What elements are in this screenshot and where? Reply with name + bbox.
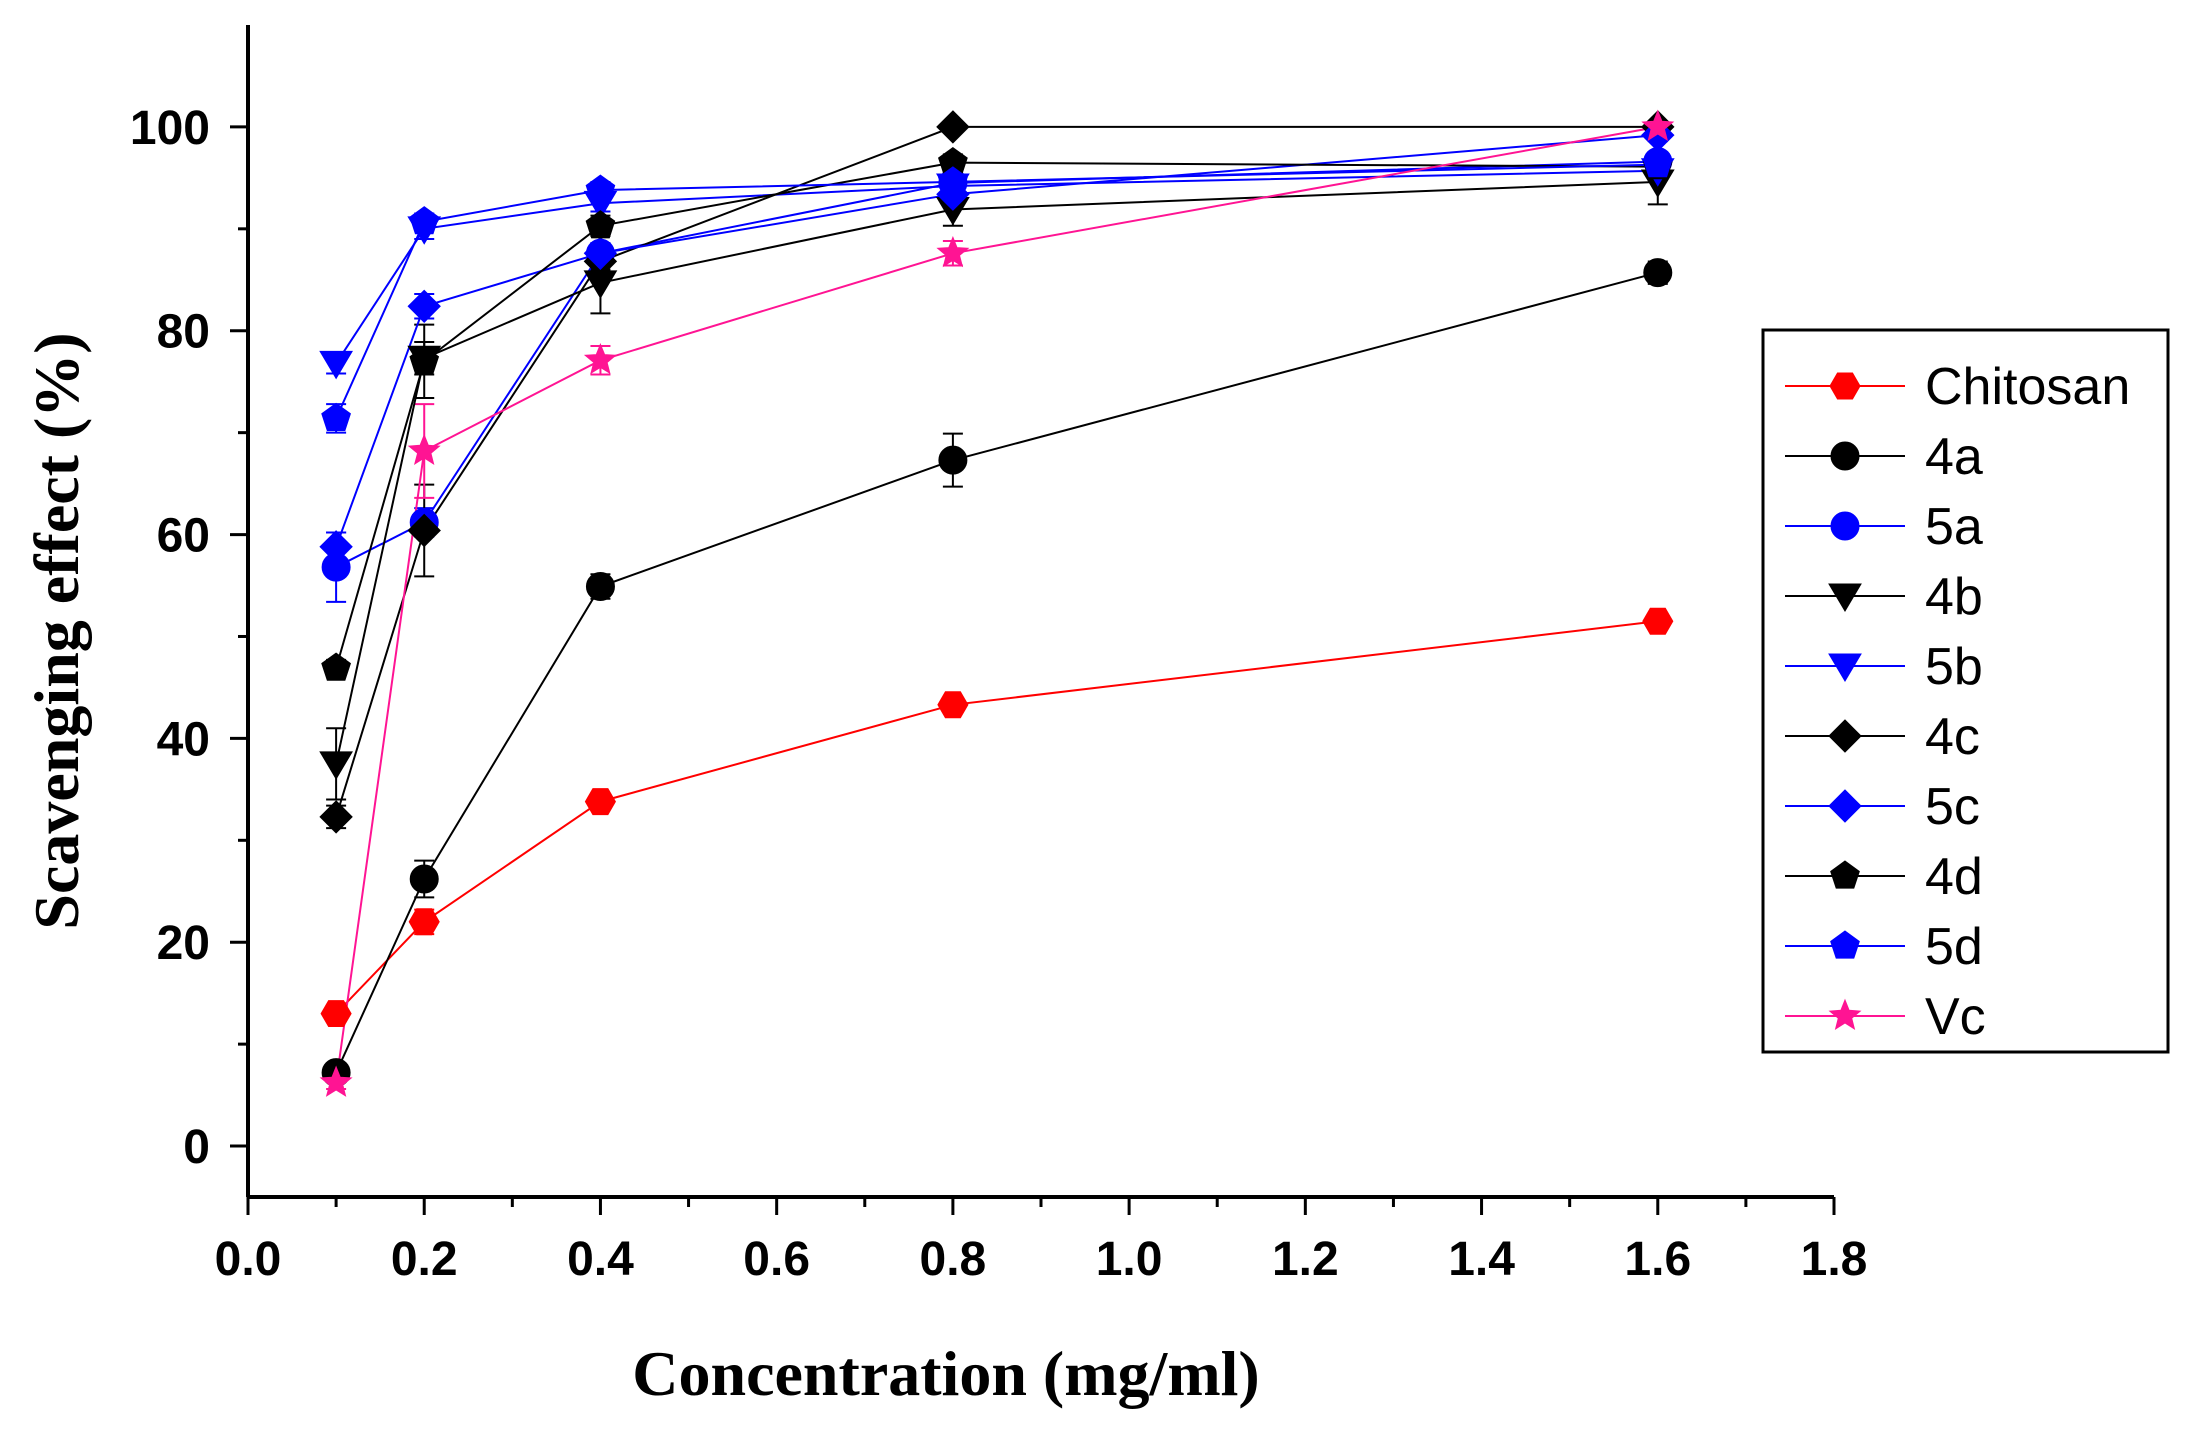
legend-label: 5a (1925, 498, 1983, 556)
legend-label: 4a (1925, 428, 1983, 486)
x-tick-label: 1.8 (1801, 1233, 1868, 1286)
data-point-5c (583, 236, 618, 271)
error-bars-layer (326, 120, 1668, 1090)
data-point-4c (407, 513, 441, 548)
legend-label: 5c (1925, 778, 1980, 836)
legend-label: 4b (1925, 568, 1983, 626)
series-line-Chitosan (335, 620, 1658, 1015)
x-tick-label: 0.0 (215, 1233, 282, 1286)
series-lines-layer (335, 125, 1659, 1084)
data-point-4c (319, 800, 353, 834)
axes-layer: 0.0 0.2 0.4 0.6 0.8 1.0 1.2 1.4 1.6 1.8 0 20 40 60 80 1… (130, 25, 1867, 1286)
legend-item-4a: 4a (1785, 428, 1983, 486)
x-tick-label: 0.2 (391, 1233, 458, 1286)
series-line-5b (335, 169, 1658, 364)
data-point-5d (585, 174, 616, 203)
legend-box (1761, 328, 2170, 1054)
data-point-4b (319, 751, 353, 780)
legend-marker-Chitosan (1829, 372, 1861, 400)
legend-item-5d: 5d (1785, 918, 1983, 976)
legend-marker-5d (1830, 930, 1860, 959)
y-axis-title: Scavenging effect (%) (21, 332, 92, 929)
data-point-Vc (1641, 109, 1675, 142)
legend-item-4c: 4c (1785, 708, 1980, 766)
y-tick-label: 60 (157, 510, 210, 563)
legend-item-5b: 5b (1785, 638, 1983, 696)
legend-item-Vc: Vc (1785, 988, 1986, 1046)
x-tick-label: 1.2 (1272, 1233, 1339, 1286)
legend-marker-4d (1830, 860, 1860, 889)
legend-label: 4c (1925, 708, 1980, 766)
data-point-4a (1643, 258, 1673, 288)
data-point-5d (938, 166, 968, 195)
data-point-5d (409, 206, 440, 235)
data-point-Chitosan (584, 788, 616, 816)
markers-layer (319, 109, 1675, 1097)
series-line-5a (335, 160, 1658, 569)
series-line-Vc (335, 125, 1658, 1084)
data-point-5b (319, 350, 353, 380)
data-point-4a (585, 572, 615, 602)
y-tick-label: 80 (157, 306, 210, 359)
data-point-4d (321, 652, 351, 681)
data-point-5d (1642, 148, 1673, 178)
y-tick-label: 40 (157, 713, 210, 766)
x-tick-label: 0.4 (567, 1233, 634, 1286)
legend-marker-4a (1830, 441, 1860, 471)
data-point-Vc (936, 235, 970, 268)
series-line-4b (335, 180, 1658, 765)
data-point-Chitosan (1642, 607, 1674, 635)
x-axis-title: Concentration (mg/ml) (632, 1338, 1259, 1409)
data-point-Chitosan (320, 1000, 352, 1027)
data-point-4d (409, 345, 440, 374)
legend-label: Vc (1925, 988, 1986, 1046)
legend-item-4b: 4b (1785, 568, 1983, 626)
data-point-Vc (583, 342, 617, 375)
data-point-5c (319, 530, 353, 564)
y-tick-label: 0 (183, 1121, 210, 1174)
legend-marker-5c (1828, 789, 1862, 823)
legend-label: 5b (1925, 638, 1983, 696)
data-point-4a (409, 864, 439, 894)
data-point-4a (938, 445, 968, 475)
series-line-5c (335, 134, 1658, 548)
legend-marker-Vc (1828, 998, 1862, 1030)
legend-item-5c: 5c (1785, 778, 1980, 836)
legend-label: 4d (1925, 848, 1983, 906)
series-line-4a (335, 271, 1659, 1074)
legend-marker-5b (1828, 653, 1862, 682)
data-point-Chitosan (937, 691, 969, 719)
x-tick-label: 1.6 (1624, 1233, 1691, 1286)
data-point-Chitosan (408, 908, 440, 936)
legend-marker-4c (1828, 719, 1862, 753)
x-tick-label: 1.4 (1448, 1233, 1515, 1286)
data-point-4d (585, 210, 616, 239)
series-line-4d (335, 161, 1658, 669)
series-line-5d (335, 163, 1658, 419)
legend-label: Chitosan (1925, 358, 2130, 416)
x-tick-label: 1.0 (1096, 1233, 1163, 1286)
legend-item-4d: 4d (1785, 848, 1983, 906)
legend-item-Chitosan: Chitosan (1785, 358, 2130, 416)
legend-item-5a: 5a (1785, 498, 1983, 556)
y-tick-label: 100 (130, 102, 210, 155)
data-point-Vc (319, 1065, 353, 1097)
y-tick-label: 20 (157, 917, 210, 970)
data-point-5c (407, 289, 441, 324)
series-line-4c (335, 125, 1658, 818)
legend-marker-5a (1830, 511, 1860, 541)
legend-marker-4b (1828, 583, 1862, 612)
x-tick-label: 0.8 (920, 1233, 987, 1286)
legend: Chitosan 4a 5a 4b 5b 4c 5c 4d 5d Vc (1761, 328, 2170, 1054)
legend-label: 5d (1925, 918, 1983, 976)
data-point-4c (936, 110, 970, 144)
x-tick-label: 0.6 (743, 1233, 810, 1286)
data-point-Vc (407, 433, 441, 465)
data-point-5d (321, 402, 351, 431)
